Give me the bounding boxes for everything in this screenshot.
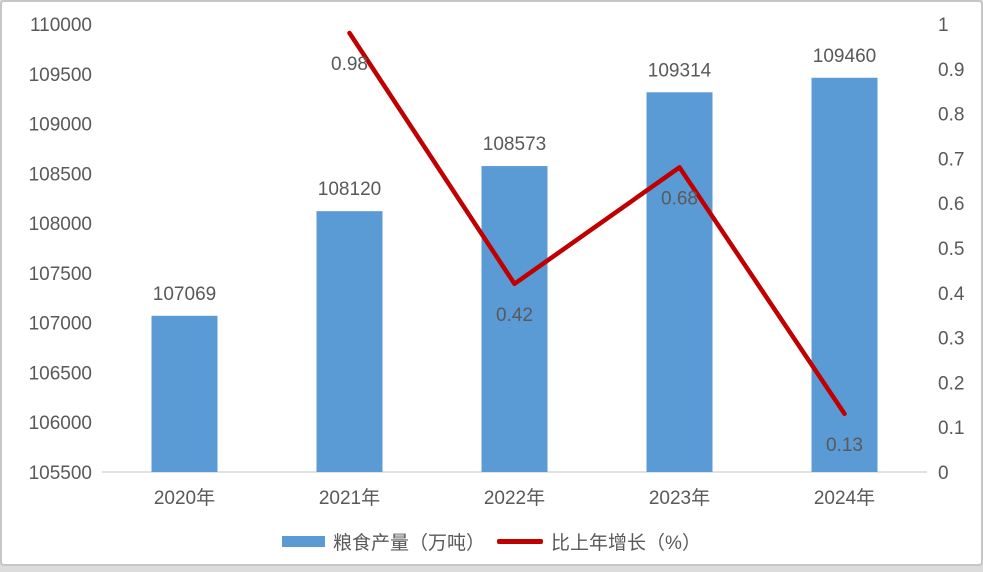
left-axis-tick-label: 109000 <box>29 115 92 136</box>
left-axis-tick-label: 107500 <box>29 264 92 285</box>
line-data-label: 0.98 <box>331 54 368 75</box>
legend-label: 粮食产量（万吨） <box>333 533 486 554</box>
right-axis-tick-label: 0.3 <box>938 329 964 350</box>
chart-canvas: 105500 106000 106500 107000 107500 108000 1085… <box>29 15 965 509</box>
growth-line <box>347 30 847 417</box>
bar-data-label: 109314 <box>648 60 712 81</box>
left-axis-tick-label: 106000 <box>29 413 92 434</box>
x-axis-category-label: 2023年 <box>649 487 710 509</box>
line-data-label: 0.68 <box>661 188 698 209</box>
right-axis-tick-label: 0.4 <box>938 284 965 305</box>
bar-data-label: 108573 <box>483 134 546 155</box>
right-axis-tick-label: 0.8 <box>938 105 964 126</box>
x-axis-category-label: 2024年 <box>814 487 875 509</box>
left-axis-tick-label: 108000 <box>29 214 92 235</box>
right-axis-tick-label: 0.9 <box>938 60 964 81</box>
bar <box>481 166 548 472</box>
legend-bar-swatch <box>282 536 326 547</box>
x-axis-category-label: 2020年 <box>154 487 215 509</box>
right-axis-tick-label: 0.6 <box>938 194 964 215</box>
right-axis-tick-label: 0.1 <box>938 418 964 439</box>
bar-data-label: 107069 <box>153 284 216 305</box>
right-axis-tick-label: 0.2 <box>938 373 964 394</box>
bar-data-label: 109460 <box>813 46 876 67</box>
left-axis-tick-label: 106500 <box>29 363 92 384</box>
right-axis-tick-label: 0 <box>938 463 949 484</box>
legend-label: 比上年增长（%） <box>551 533 701 554</box>
line-data-label: 0.42 <box>496 305 533 326</box>
chart-legend: 粮食产量（万吨） 比上年增长（%） <box>2 528 981 555</box>
right-axis-tick-label: 0.5 <box>938 239 964 260</box>
legend-item: 粮食产量（万吨） <box>282 528 485 555</box>
legend-line-swatch <box>497 539 544 544</box>
right-axis-tick-label: 1 <box>938 15 949 36</box>
bar <box>151 315 218 472</box>
bar <box>811 77 878 472</box>
left-axis-tick-label: 107000 <box>29 314 92 335</box>
bar <box>646 92 713 473</box>
left-axis-tick-label: 105500 <box>29 463 92 484</box>
x-axis-category-label: 2021年 <box>319 487 380 509</box>
line-data-label: 0.13 <box>826 435 863 456</box>
bar <box>316 211 383 473</box>
left-axis-tick-label: 109500 <box>29 65 92 86</box>
bar-data-label: 108120 <box>318 179 381 200</box>
left-axis-tick-label: 110000 <box>30 15 92 36</box>
right-axis-tick-label: 0.7 <box>938 149 964 170</box>
x-axis-category-label: 2022年 <box>484 487 545 509</box>
left-axis-tick-label: 108500 <box>29 164 92 185</box>
legend-item: 比上年增长（%） <box>497 528 701 555</box>
